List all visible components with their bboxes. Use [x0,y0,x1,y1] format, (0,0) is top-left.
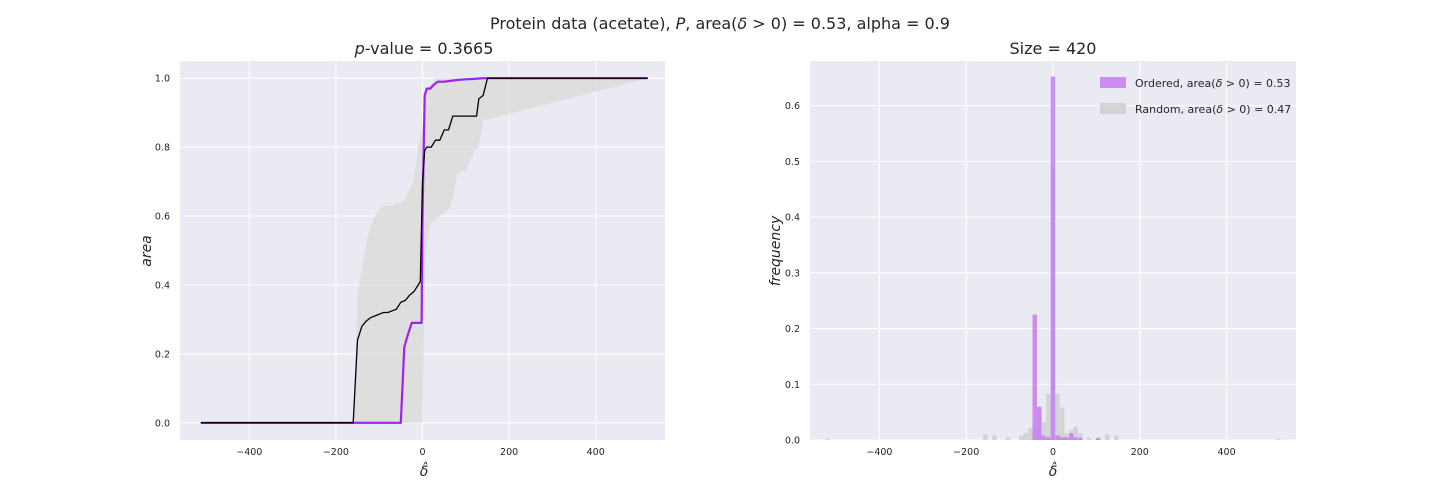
y-tick-label: 0.6 [785,101,800,112]
random-bar [825,438,830,440]
random-bar [1005,437,1011,440]
y-tick-labels-right: 0.0 0.1 0.2 0.3 0.4 0.5 0.6 [785,101,800,446]
left-panel-title: p-value = 0.3665 [354,39,494,58]
area-curve-panel: −400 −200 0 200 400 0.0 0.2 0.4 0.6 0.8 1.0 p-val… [139,39,665,480]
ordered-bar [1055,435,1060,440]
random-line [200,77,648,424]
y-tick-label: 0.0 [785,436,800,447]
ordered-histogram [1032,76,1101,440]
x-tick-label: −200 [323,447,349,458]
legend-swatch-ordered [1100,77,1126,88]
ordered-line [200,77,648,424]
x-tick-label: 400 [587,447,605,458]
random-bar [1023,433,1028,440]
y-tick-label: 0.2 [785,324,800,335]
ordered-bar [1032,314,1037,440]
x-tick-labels-left: −400 −200 0 200 400 [236,447,605,458]
random-bar [1114,435,1119,440]
figure-suptitle: Protein data (acetate), P, area(δ > 0) =… [490,14,950,33]
random-bar [1064,433,1069,440]
x-tick-label: −400 [866,447,892,458]
ordered-bar [1073,437,1078,440]
y-tick-label: 0.2 [155,349,170,360]
random-bar [1019,435,1024,440]
y-tick-label: 0.5 [785,157,800,168]
ordered-bar [1069,433,1074,440]
random-band [200,78,648,423]
random-bar [1041,422,1047,440]
ordered-bar [1041,435,1046,440]
random-bar [1078,433,1083,440]
x-tick-labels-right: −400 −200 0 200 400 [866,447,1235,458]
y-tick-label: 1.0 [155,74,170,85]
left-y-axis-label: area [139,235,155,267]
series-lines [200,77,648,424]
random-bar [1028,428,1033,440]
ordered-bar [1059,437,1065,440]
left-x-axis-label: δ̂ [420,461,429,480]
x-tick-label: 400 [1218,447,1236,458]
right-y-axis-label: frequency [768,215,784,286]
x-tick-label: 0 [419,447,425,458]
x-tick-label: 200 [1131,447,1149,458]
random-bar [1073,426,1078,440]
random-bar [992,435,997,440]
x-tick-label: −400 [236,447,262,458]
histogram-panel: −400 −200 0 200 400 0.0 0.1 0.2 0.3 0.4 0.5 0.6 Si… [768,39,1296,480]
x-tick-label: 200 [500,447,518,458]
y-tick-label: 0.0 [155,418,170,429]
ordered-bar [1095,438,1101,440]
ordered-bar [1036,406,1042,440]
right-x-axis-label: δ̂ [1049,461,1058,480]
legend-label-ordered: Ordered, area(δ > 0) = 0.53 [1135,77,1291,90]
y-tick-label: 0.1 [785,380,800,391]
y-tick-label: 0.4 [155,280,170,291]
y-tick-label: 0.6 [155,212,170,223]
random-bar [1046,393,1051,440]
random-bar [1276,438,1281,440]
y-tick-labels-left: 0.0 0.2 0.4 0.6 0.8 1.0 [155,74,170,430]
legend: Ordered, area(δ > 0) = 0.53 Random, area… [1100,77,1291,116]
random-bar [1059,407,1065,440]
y-tick-label: 0.8 [155,143,170,154]
random-bar [983,434,988,440]
ordered-bar [1046,437,1051,440]
random-bar [1055,393,1060,440]
ordered-bar [1064,437,1069,440]
y-tick-label: 0.4 [785,213,800,224]
legend-label-random: Random, area(δ > 0) = 0.47 [1135,103,1291,116]
ordered-bar [1078,437,1083,440]
y-tick-label: 0.3 [785,268,800,279]
random-bar [1105,434,1110,440]
right-panel-title: Size = 420 [1010,39,1097,58]
x-tick-label: −200 [953,447,979,458]
random-bar [1086,437,1092,440]
ordered-bar [1050,76,1056,440]
legend-swatch-random [1100,103,1126,114]
x-tick-label: 0 [1050,447,1056,458]
